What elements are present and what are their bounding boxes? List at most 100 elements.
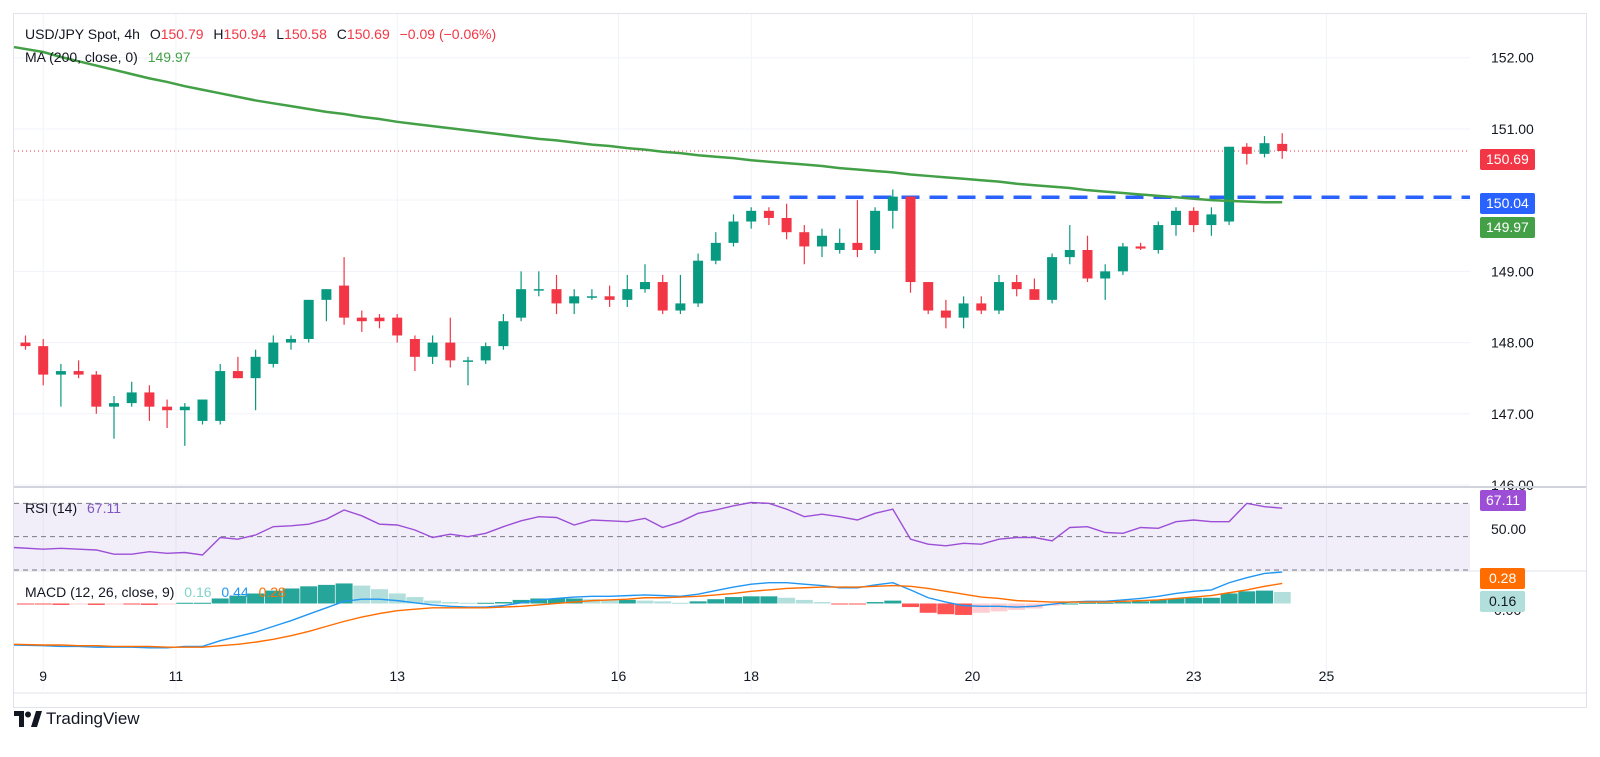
macd-histogram-bar [1185, 597, 1203, 604]
candle [1117, 242, 1128, 275]
candle-body [409, 339, 420, 357]
candle-body [1064, 250, 1075, 258]
candle [1224, 146, 1235, 226]
macd-histogram-bar [211, 598, 229, 604]
candle-body [144, 392, 155, 407]
candle [640, 264, 650, 293]
macd-histogram-bar [194, 602, 211, 604]
time-tick-label: 13 [389, 668, 405, 684]
macd-histogram-bar [1114, 602, 1132, 604]
macd-legend[interactable]: MACD (12, 26, close, 9) 0.16 0.44 0.28 [25, 584, 292, 600]
candle [746, 207, 757, 229]
symbol-label[interactable]: USD/JPY Spot, 4h [25, 26, 140, 42]
candle [870, 207, 881, 254]
macd-histogram-bar [123, 603, 141, 605]
candle [516, 271, 527, 322]
macd-histogram-bar [282, 588, 300, 604]
close-value: C150.69 [336, 26, 390, 42]
tradingview-logo-icon [14, 711, 42, 727]
candle-body [427, 342, 438, 357]
rsi-value: 67.11 [87, 500, 122, 516]
rsi-mid-label: 50.00 [1491, 521, 1527, 537]
macd-histogram-bar [371, 589, 388, 604]
candle [268, 335, 279, 368]
ohlc-legend: USD/JPY Spot, 4h O150.79 H150.94 L150.58… [25, 26, 502, 42]
candle [498, 314, 509, 350]
price-tick-label: 147.00 [1491, 406, 1534, 422]
time-tick-label: 11 [169, 668, 184, 684]
candle [852, 200, 863, 258]
macd-histogram-bar [1202, 597, 1220, 604]
tradingview-logo[interactable]: TradingView [14, 708, 140, 730]
macd-histogram-bar [548, 598, 565, 604]
candle-body [799, 232, 810, 247]
macd-histogram-bar [1238, 591, 1256, 604]
candle-body [1153, 225, 1164, 250]
macd-histogram-bar [1256, 590, 1273, 604]
candle [1100, 264, 1111, 300]
candle [1153, 221, 1164, 254]
macd-histogram-bar [477, 602, 495, 604]
candle-body [640, 282, 650, 290]
candle [445, 317, 456, 368]
candle [38, 339, 49, 386]
candle-body [303, 299, 314, 340]
macd-histogram-bar [105, 603, 123, 605]
macd-histogram-bar [70, 603, 88, 605]
macd-histogram-bar [406, 597, 424, 604]
candle [1029, 278, 1040, 300]
macd-histogram-bar [654, 601, 672, 604]
macd-hist-tag: 0.16 [1480, 591, 1526, 612]
macd-histogram-bar [689, 601, 707, 604]
candle-body [1241, 146, 1252, 154]
macd-histogram-bar [990, 603, 1008, 612]
candle-body [20, 342, 31, 347]
time-tick-label: 9 [39, 668, 47, 684]
candle-body [1224, 146, 1235, 222]
macd-histogram-bar [317, 584, 335, 604]
macd-signal-tag: 0.28 [1480, 568, 1526, 589]
candle [834, 228, 845, 254]
rsi-legend[interactable]: RSI (14) 67.11 [25, 500, 127, 516]
ma-price-tag: 149.97 [1480, 217, 1535, 238]
candle [1171, 207, 1181, 236]
macd-histogram-bar [1132, 601, 1150, 604]
candle-body [498, 321, 509, 347]
candle-body [1029, 289, 1040, 300]
candle-body [286, 339, 296, 343]
candle-body [622, 289, 633, 300]
macd-histogram-bar [618, 599, 636, 604]
macd-value: 0.44 [221, 584, 249, 600]
macd-histogram-bar [972, 603, 990, 613]
candle [20, 335, 31, 350]
price-tick-label: 152.00 [1491, 50, 1534, 66]
candle [1188, 207, 1199, 233]
ma-legend[interactable]: MA (200, close, 0) 149.97 [25, 49, 197, 65]
macd-histogram-bar [902, 603, 919, 608]
candle [976, 296, 987, 315]
candle-body [569, 296, 580, 304]
candle [197, 399, 208, 425]
rsi-label: RSI (14) [25, 500, 78, 516]
candle-body [675, 303, 686, 311]
macd-histogram-bar [52, 603, 70, 605]
candle-body [1206, 214, 1217, 226]
macd-histogram-bar [158, 603, 176, 605]
macd-histogram-bar [955, 603, 973, 615]
candle [994, 274, 1004, 315]
candle [126, 381, 137, 407]
macd-histogram-bar [742, 596, 760, 604]
candle-body [126, 392, 137, 404]
candle [91, 371, 102, 414]
candle-body [533, 289, 544, 291]
candle [1082, 235, 1093, 283]
candle [1047, 253, 1058, 304]
macd-histogram-bar [1061, 603, 1079, 605]
candle-body [55, 371, 66, 375]
candle-body [179, 406, 190, 411]
price-tick-label: 151.00 [1491, 121, 1534, 137]
candle-body [356, 317, 367, 322]
candle [1064, 225, 1075, 265]
time-tick-label: 16 [611, 668, 627, 684]
